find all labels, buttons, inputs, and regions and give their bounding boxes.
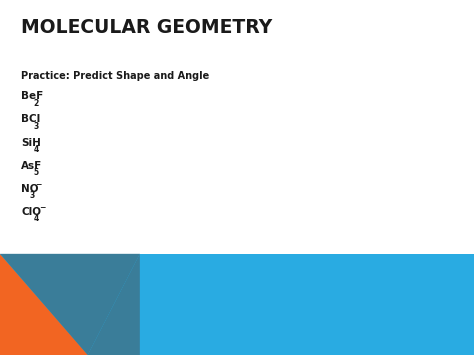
- Text: BCl: BCl: [21, 114, 41, 125]
- Text: −: −: [39, 203, 46, 213]
- Text: 4: 4: [34, 145, 39, 154]
- Text: 4: 4: [34, 214, 39, 223]
- Text: SiH: SiH: [21, 137, 41, 148]
- Text: BeF: BeF: [21, 91, 44, 102]
- Text: 3: 3: [30, 191, 35, 200]
- Text: −: −: [36, 180, 42, 190]
- Text: 5: 5: [34, 168, 39, 177]
- Bar: [0, 254, 474, 355]
- Text: AsF: AsF: [21, 160, 43, 171]
- Text: ClO: ClO: [21, 207, 41, 217]
- Polygon shape: [88, 254, 140, 355]
- Text: MOLECULAR GEOMETRY: MOLECULAR GEOMETRY: [21, 18, 273, 37]
- Text: Practice: Predict Shape and Angle: Practice: Predict Shape and Angle: [21, 71, 210, 81]
- Text: 2: 2: [34, 99, 39, 108]
- Polygon shape: [0, 254, 88, 355]
- Text: 3: 3: [34, 122, 39, 131]
- Text: NO: NO: [21, 184, 39, 194]
- Polygon shape: [0, 254, 140, 355]
